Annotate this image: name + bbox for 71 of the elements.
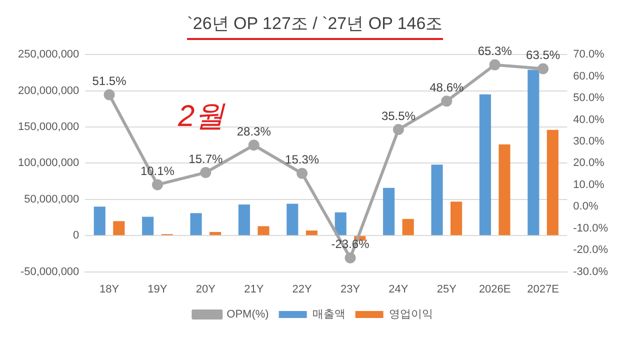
point bbox=[489, 59, 500, 70]
chart-title: `26년 OP 127조 / `27년 OP 146조 bbox=[187, 14, 443, 33]
x-tick-label: 18Y bbox=[99, 283, 120, 296]
data-label: 15.7% bbox=[188, 152, 224, 166]
data-label: 35.5% bbox=[381, 108, 416, 123]
x-tick-label: 23Y bbox=[340, 283, 361, 296]
y2-tick-label: -20.0% bbox=[573, 244, 608, 256]
data-label: 28.3% bbox=[236, 124, 272, 138]
x-tick-label: 24Y bbox=[388, 283, 409, 296]
data-label: 65.3% bbox=[478, 44, 512, 58]
bar bbox=[498, 144, 510, 236]
point bbox=[104, 89, 115, 100]
point bbox=[538, 63, 549, 74]
bar bbox=[479, 94, 491, 236]
y2-tick-label: 0.0% bbox=[573, 200, 598, 213]
annotation: 2월 bbox=[178, 99, 225, 135]
y2-tick-label: -10.0% bbox=[573, 222, 608, 234]
x-tick-label: 25Y bbox=[436, 283, 458, 296]
point bbox=[200, 167, 212, 178]
x-tick-label: 21Y bbox=[244, 283, 264, 296]
bar bbox=[94, 206, 106, 236]
y-tick-label: 100,000,000 bbox=[18, 157, 80, 170]
point bbox=[248, 140, 260, 151]
legend-label: 매출액 bbox=[312, 308, 346, 321]
y2-tick-label: 60.0% bbox=[573, 70, 605, 82]
bar bbox=[258, 226, 270, 236]
point bbox=[296, 168, 308, 179]
point bbox=[344, 252, 356, 264]
bar bbox=[113, 221, 125, 236]
legend-label: 영업이익 bbox=[388, 308, 433, 321]
bar bbox=[142, 216, 154, 236]
x-tick-label: 2027E bbox=[527, 283, 559, 296]
bar bbox=[402, 218, 414, 236]
data-label: 63.5% bbox=[526, 48, 560, 62]
y2-tick-label: 30.0% bbox=[573, 136, 605, 148]
y2-tick-label: 20.0% bbox=[573, 157, 605, 170]
y-tick-label: 0 bbox=[73, 230, 80, 242]
bar bbox=[450, 202, 462, 236]
data-label: 15.3% bbox=[285, 152, 320, 167]
bar bbox=[286, 204, 298, 236]
y2-tick-label: 40.0% bbox=[573, 114, 605, 126]
y2-tick-label: -30.0% bbox=[573, 266, 608, 278]
data-label: 51.5% bbox=[92, 74, 127, 88]
point bbox=[392, 124, 404, 136]
data-label: 48.6% bbox=[430, 80, 464, 94]
bar bbox=[383, 188, 395, 236]
bar bbox=[238, 204, 250, 236]
bar bbox=[306, 230, 318, 236]
y-tick-label: -50,000,000 bbox=[20, 266, 80, 278]
y-tick-label: 250,000,000 bbox=[18, 48, 80, 61]
x-tick-label: 20Y bbox=[196, 283, 216, 296]
point bbox=[152, 179, 163, 190]
bar bbox=[431, 164, 443, 236]
x-tick-label: 22Y bbox=[292, 283, 313, 296]
bar bbox=[190, 213, 202, 236]
data-label: 10.1% bbox=[140, 164, 175, 178]
bar bbox=[334, 212, 346, 236]
bar bbox=[546, 130, 558, 236]
legend-label: OPM(%) bbox=[226, 308, 269, 321]
y-tick-label: 50,000,000 bbox=[24, 193, 80, 206]
x-tick-label: 19Y bbox=[148, 283, 168, 296]
data-label: -23.6% bbox=[331, 237, 370, 252]
y2-tick-label: 50.0% bbox=[573, 92, 605, 104]
y-tick-label: 150,000,000 bbox=[18, 121, 80, 134]
y-tick-label: 200,000,000 bbox=[18, 84, 80, 97]
y2-tick-label: 70.0% bbox=[573, 48, 605, 61]
bar bbox=[528, 70, 540, 236]
x-tick-label: 2026E bbox=[478, 283, 511, 296]
point bbox=[441, 96, 452, 107]
y2-tick-label: 10.0% bbox=[573, 178, 605, 191]
bar bbox=[210, 232, 222, 236]
